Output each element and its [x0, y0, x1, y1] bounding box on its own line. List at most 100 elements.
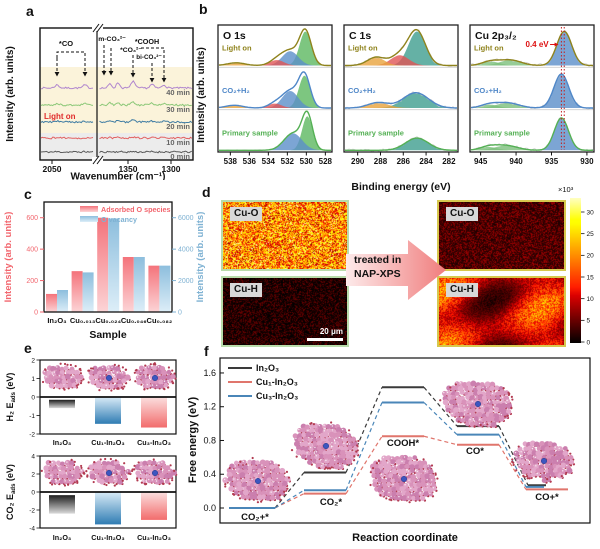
svg-text:2050: 2050: [43, 164, 62, 174]
svg-text:1350: 1350: [119, 164, 138, 174]
map-label-cuh: Cu-H: [230, 283, 262, 297]
molecule-cluster: [369, 454, 439, 504]
svg-text:536: 536: [243, 157, 257, 166]
svg-text:0.4 eV: 0.4 eV: [526, 40, 550, 49]
scalebar: [307, 338, 343, 341]
svg-text:0: 0: [31, 489, 35, 496]
arrow-text-line2: NAP-XPS: [354, 268, 401, 280]
svg-text:25: 25: [587, 231, 595, 238]
svg-text:Cu₀.₀₁₃: Cu₀.₀₁₃: [70, 316, 96, 325]
svg-text:534: 534: [262, 157, 276, 166]
svg-text:Cu₃-In₂O₃: Cu₃-In₂O₃: [137, 533, 171, 542]
svg-text:-1: -1: [29, 413, 35, 420]
panel-d-maps: Cu-O Cu-H 20 μm Cu-O Cu-H treated in NAP…: [200, 184, 600, 349]
colorbar-exponent: ×10³: [558, 185, 574, 194]
molecule-cluster: [511, 440, 576, 484]
molecule-cluster: [439, 380, 514, 429]
svg-text:Reaction coordinate: Reaction coordinate: [352, 532, 458, 544]
map-label-cuo-after: Cu-O: [446, 207, 479, 221]
svg-text:0.4: 0.4: [203, 469, 216, 479]
svg-text:O vacancy: O vacancy: [101, 215, 137, 224]
svg-text:940: 940: [509, 157, 523, 166]
svg-text:Light on: Light on: [474, 44, 504, 53]
panel-e-label: e: [24, 340, 32, 356]
panel-b-label: b: [199, 1, 208, 17]
molecule-cluster: [222, 456, 291, 504]
svg-text:Primary sample: Primary sample: [474, 128, 530, 137]
svg-text:In₂O₃: In₂O₃: [256, 363, 279, 373]
svg-text:290: 290: [351, 157, 365, 166]
svg-text:In₂O₃: In₂O₃: [53, 533, 72, 542]
map-cuh-before: Cu-H 20 μm: [221, 276, 349, 347]
svg-text:Binding energy (eV): Binding energy (eV): [351, 181, 450, 193]
treated-arrow-icon: [346, 240, 446, 300]
svg-text:*COOH: *COOH: [135, 37, 159, 46]
svg-text:Cu₀.₀₂₄: Cu₀.₀₂₄: [95, 316, 121, 325]
svg-text:In₂O₃: In₂O₃: [53, 438, 72, 447]
svg-text:0: 0: [34, 310, 38, 317]
svg-text:Wavenumber (cm⁻¹): Wavenumber (cm⁻¹): [71, 172, 166, 181]
svg-text:0: 0: [31, 394, 35, 401]
svg-text:600: 600: [26, 215, 38, 222]
svg-text:-2: -2: [29, 507, 35, 514]
svg-text:Cu₀.₀₈₂: Cu₀.₀₈₂: [147, 316, 173, 325]
svg-text:930: 930: [580, 157, 594, 166]
svg-text:1.2: 1.2: [203, 402, 216, 412]
svg-text:15: 15: [587, 274, 595, 281]
svg-text:Cu 2p₃/₂: Cu 2p₃/₂: [475, 30, 517, 42]
svg-text:Primary sample: Primary sample: [348, 128, 404, 137]
svg-text:1300: 1300: [162, 164, 181, 174]
svg-text:Light on: Light on: [222, 44, 252, 53]
svg-text:Cu₁-In₂O₃: Cu₁-In₂O₃: [91, 533, 124, 542]
svg-text:532: 532: [281, 157, 295, 166]
svg-text:Intensity (arb. units): Intensity (arb. units): [3, 212, 14, 303]
svg-text:H₂ Eads (eV): H₂ Eads (eV): [5, 373, 17, 422]
svg-text:Cu₀.₀₄₆: Cu₀.₀₄₆: [121, 316, 147, 325]
svg-text:5: 5: [587, 318, 591, 325]
panel-f-label: f: [204, 343, 209, 359]
svg-text:Primary sample: Primary sample: [222, 128, 278, 137]
svg-text:Adsorbed O species: Adsorbed O species: [101, 205, 171, 214]
svg-text:CO₂+H₂: CO₂+H₂: [222, 86, 250, 95]
svg-text:945: 945: [474, 157, 488, 166]
arrow-text-line1: treated in: [354, 254, 402, 266]
svg-text:4: 4: [31, 453, 35, 460]
colorbar: [570, 198, 581, 343]
panel-a-label: a: [26, 3, 34, 19]
map-cuh-after: Cu-H: [437, 276, 566, 347]
svg-text:935: 935: [545, 157, 559, 166]
map-cuo-before: Cu-O: [221, 200, 349, 271]
svg-text:10: 10: [587, 296, 595, 303]
molecule-cluster: [85, 457, 132, 487]
svg-text:bi-CO₃²⁻: bi-CO₃²⁻: [136, 54, 161, 61]
svg-text:0: 0: [178, 310, 182, 317]
svg-text:40 min: 40 min: [166, 88, 190, 97]
svg-text:20: 20: [587, 253, 595, 260]
svg-text:6000: 6000: [178, 215, 194, 222]
molecule-cluster: [41, 362, 85, 391]
molecule-cluster: [40, 458, 86, 487]
svg-text:200: 200: [26, 278, 38, 285]
svg-text:CO*: CO*: [466, 446, 484, 457]
molecule-cluster: [130, 458, 178, 486]
svg-text:Cu₃-In₂O₃: Cu₃-In₂O₃: [137, 438, 171, 447]
panel-c-label: c: [24, 186, 32, 202]
svg-text:Light on: Light on: [44, 112, 76, 121]
svg-text:400: 400: [26, 247, 38, 254]
map-cuo-after: Cu-O: [437, 200, 566, 271]
map-label-cuo: Cu-O: [230, 207, 263, 221]
svg-text:COOH*: COOH*: [387, 438, 420, 449]
svg-text:CO₂ Eads (eV): CO₂ Eads (eV): [5, 464, 17, 520]
svg-text:Free energy (eV): Free energy (eV): [187, 397, 199, 484]
panel-d-label: d: [202, 184, 211, 200]
svg-text:538: 538: [224, 157, 238, 166]
scalebar-label: 20 μm: [319, 327, 343, 336]
svg-text:In₂O₃: In₂O₃: [47, 316, 67, 325]
svg-text:0.0: 0.0: [203, 503, 216, 513]
svg-text:O 1s: O 1s: [223, 30, 246, 42]
svg-text:*CO: *CO: [59, 39, 73, 48]
svg-text:-2: -2: [29, 431, 35, 438]
panel-f-free-energy-chart: 0.0 0.4 0.8 1.2 1.6 In₂O₃ Cu₁-In₂O₃ Cu₃-In₂O₃ CO…: [187, 357, 591, 544]
